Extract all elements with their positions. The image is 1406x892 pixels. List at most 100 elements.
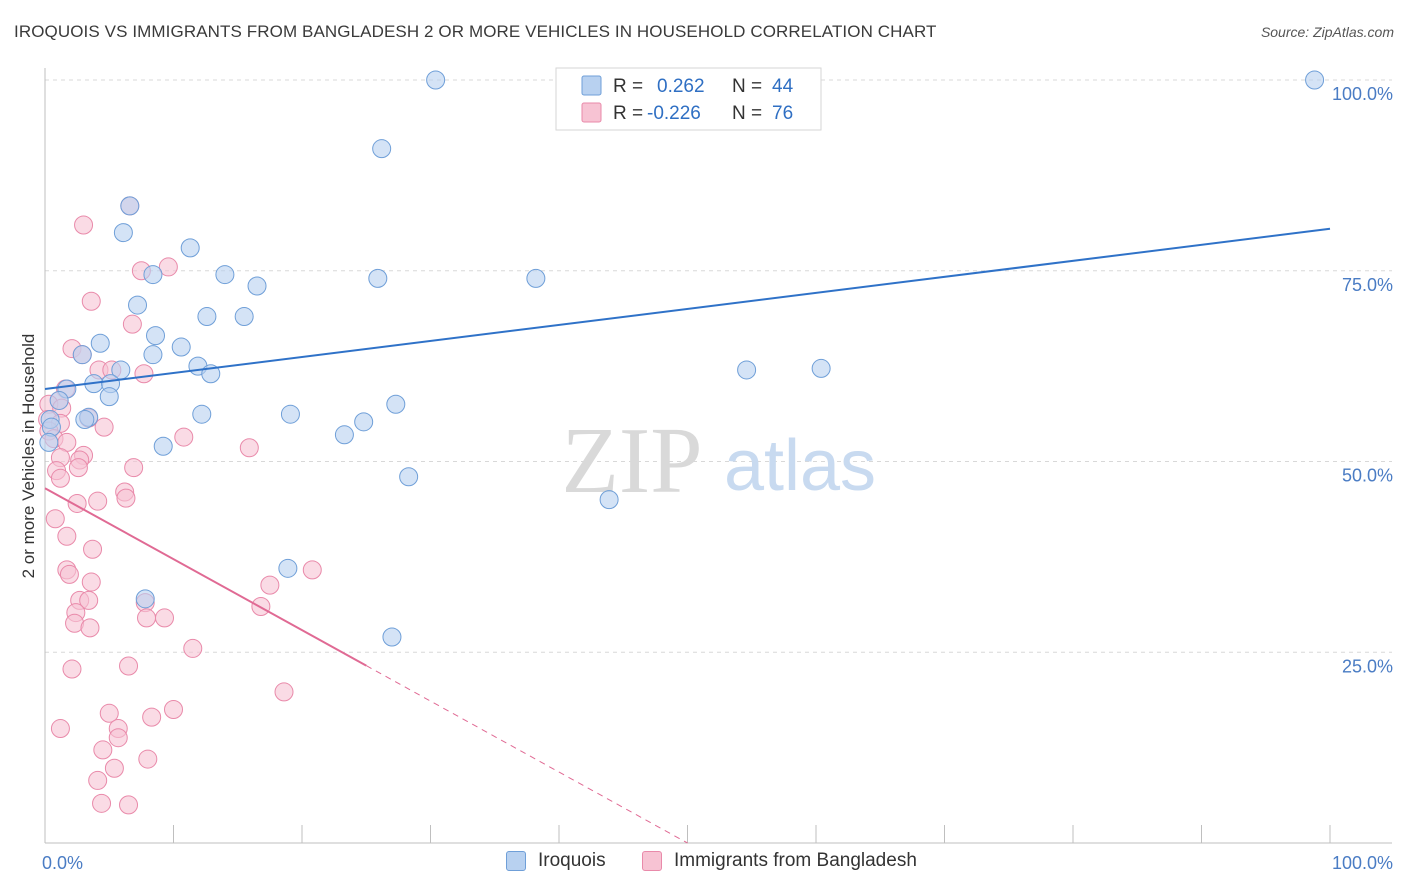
bangladesh-point bbox=[138, 749, 158, 769]
y-tick-label: 100.0% bbox=[1332, 84, 1393, 104]
iroquois-point bbox=[197, 307, 217, 327]
iroquois-point bbox=[386, 394, 406, 414]
x-tick-label: 100.0% bbox=[1332, 853, 1393, 873]
legend-r-label: R = bbox=[613, 103, 643, 124]
legend-item-bangladesh: Immigrants from Bangladesh bbox=[642, 850, 917, 872]
iroquois-points bbox=[39, 70, 1325, 647]
legend-n-label: N = bbox=[732, 76, 762, 97]
legend-r-value: -0.226 bbox=[647, 103, 701, 124]
bangladesh-point bbox=[50, 468, 70, 488]
legend-label-bangladesh: Immigrants from Bangladesh bbox=[674, 850, 917, 871]
bangladesh-point bbox=[155, 608, 175, 628]
iroquois-point bbox=[247, 276, 267, 296]
bangladesh-point bbox=[45, 509, 65, 529]
bangladesh-point bbox=[183, 638, 203, 658]
bangladesh-point bbox=[122, 314, 142, 334]
iroquois-point bbox=[39, 432, 59, 452]
bangladesh-point bbox=[50, 719, 70, 739]
legend-swatch-pink bbox=[581, 102, 602, 123]
bangladesh-point bbox=[80, 618, 100, 638]
legend-label-iroquois: Iroquois bbox=[538, 850, 606, 871]
bangladesh-point bbox=[124, 458, 144, 478]
iroquois-point bbox=[354, 412, 374, 432]
bangladesh-point bbox=[83, 539, 103, 559]
watermark-zip: ZIP bbox=[562, 409, 703, 513]
legend-item-iroquois: Iroquois bbox=[506, 850, 606, 872]
iroquois-point bbox=[75, 410, 95, 430]
bangladesh-point bbox=[74, 215, 94, 235]
iroquois-point bbox=[280, 404, 300, 424]
bangladesh-point bbox=[68, 458, 88, 478]
source-label: Source: ZipAtlas.com bbox=[1260, 24, 1394, 40]
bangladesh-point bbox=[88, 491, 108, 511]
iroquois-point bbox=[143, 345, 163, 365]
x-tick-label: 0.0% bbox=[42, 853, 83, 873]
iroquois-point bbox=[234, 307, 254, 327]
bangladesh-point bbox=[104, 758, 124, 778]
iroquois-point bbox=[49, 390, 69, 410]
bangladesh-point bbox=[134, 364, 154, 384]
iroquois-point bbox=[526, 268, 546, 288]
iroquois-point bbox=[399, 467, 419, 487]
iroquois-point bbox=[426, 70, 446, 90]
chart-title: IROQUOIS VS IMMIGRANTS FROM BANGLADESH 2… bbox=[14, 22, 937, 41]
y-tick-label: 75.0% bbox=[1342, 275, 1393, 295]
legend-n-label: N = bbox=[732, 103, 762, 124]
bangladesh-point bbox=[119, 795, 139, 815]
axes bbox=[44, 68, 1392, 844]
iroquois-point bbox=[146, 326, 166, 346]
bangladesh-points bbox=[38, 196, 322, 815]
iroquois-point bbox=[143, 265, 163, 285]
bangladesh-point bbox=[57, 526, 77, 546]
series-legend: Iroquois Immigrants from Bangladesh bbox=[0, 850, 1406, 880]
iroquois-point bbox=[372, 139, 392, 159]
iroquois-point bbox=[737, 360, 757, 380]
bangladesh-point bbox=[93, 740, 113, 760]
bangladesh-point bbox=[174, 427, 194, 447]
bangladesh-point bbox=[239, 438, 259, 458]
bangladesh-point bbox=[94, 417, 114, 437]
bangladesh-point bbox=[116, 488, 136, 508]
grid-lines bbox=[45, 79, 1392, 653]
legend-swatch-blue bbox=[581, 75, 602, 96]
iroquois-point bbox=[90, 333, 110, 353]
legend-r-label: R = bbox=[613, 76, 643, 97]
bangladesh-point bbox=[108, 728, 128, 748]
bangladesh-point bbox=[92, 793, 112, 813]
legend-n-value: 76 bbox=[772, 103, 793, 124]
bangladesh-point bbox=[79, 590, 99, 610]
legend-swatch-bangladesh bbox=[642, 851, 662, 871]
iroquois-point bbox=[135, 589, 155, 609]
iroquois-point bbox=[278, 558, 298, 578]
iroquois-point bbox=[368, 268, 388, 288]
trend-lines bbox=[44, 227, 1331, 844]
iroquois-point bbox=[99, 387, 119, 407]
y-tick-label: 50.0% bbox=[1342, 466, 1393, 486]
bangladesh-point bbox=[302, 560, 322, 580]
iroquois-point bbox=[113, 223, 133, 243]
bangladesh-point bbox=[164, 699, 183, 719]
iroquois-point bbox=[180, 238, 200, 258]
iroquois-point bbox=[811, 358, 831, 378]
y-tick-label: 25.0% bbox=[1342, 656, 1393, 676]
iroquois-point bbox=[72, 345, 92, 365]
iroquois-point bbox=[1305, 70, 1325, 90]
bangladesh-trend-line bbox=[44, 487, 367, 667]
iroquois-point bbox=[192, 404, 212, 424]
iroquois-point bbox=[153, 436, 173, 456]
bangladesh-point bbox=[88, 770, 108, 790]
y-axis-label: 2 or more Vehicles in Household bbox=[19, 334, 38, 579]
correlation-legend: R = 0.262 N = 44 R = -0.226 N = 76 bbox=[555, 67, 822, 131]
bangladesh-point bbox=[59, 564, 79, 584]
iroquois-point bbox=[120, 196, 140, 216]
bangladesh-point bbox=[81, 572, 101, 592]
bangladesh-point bbox=[99, 703, 119, 723]
iroquois-point bbox=[599, 490, 619, 510]
legend-n-value: 44 bbox=[772, 76, 794, 97]
bangladesh-point bbox=[137, 608, 157, 628]
bangladesh-point bbox=[119, 656, 139, 676]
legend-swatch-iroquois bbox=[506, 851, 526, 871]
legend-r-value: 0.262 bbox=[657, 76, 705, 97]
iroquois-point bbox=[382, 627, 402, 647]
